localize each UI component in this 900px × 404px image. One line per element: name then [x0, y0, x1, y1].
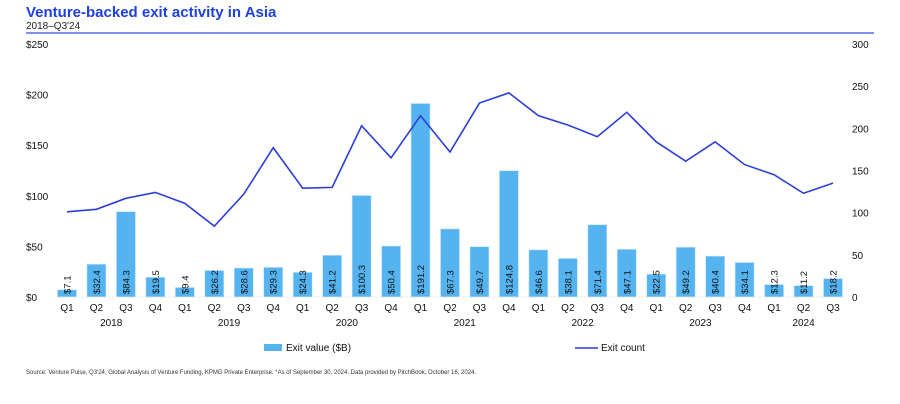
year-label: 2020 [336, 318, 359, 329]
year-label: 2022 [571, 318, 594, 329]
exit-count-line [66, 92, 834, 228]
quarter-tick-label: Q2 [679, 303, 693, 314]
year-label: 2019 [218, 318, 241, 329]
quarter-tick-label: Q1 [414, 303, 428, 314]
right-axis-tick: 250 [852, 82, 869, 93]
bar-data-label: $38.1 [563, 270, 574, 294]
year-label: 2024 [792, 318, 815, 329]
quarter-tick-label: Q4 [502, 303, 516, 314]
quarter-tick-label: Q1 [767, 303, 781, 314]
left-axis-tick: $100 [26, 192, 49, 203]
chart-title: Venture-backed exit activity in Asia [26, 4, 277, 21]
bar-data-label: $67.3 [446, 270, 457, 294]
bar-data-label: $46.6 [534, 270, 545, 294]
bar-data-label: $32.4 [92, 270, 103, 294]
bar-data-label: $26.2 [210, 270, 221, 294]
quarter-tick-label: Q4 [620, 303, 634, 314]
quarter-tick-label: Q2 [325, 303, 339, 314]
left-axis-tick: $250 [26, 40, 49, 51]
quarter-tick-label: Q3 [355, 303, 369, 314]
bar-data-label: $22.5 [652, 270, 663, 294]
left-axis-tick: $150 [26, 141, 49, 152]
quarter-tick-label: Q2 [208, 303, 222, 314]
quarter-tick-label: Q3 [119, 303, 133, 314]
quarter-tick-label: Q3 [591, 303, 605, 314]
bar-data-label: $40.4 [711, 270, 722, 294]
right-axis-tick: 100 [852, 209, 869, 220]
quarter-tick-label: Q1 [650, 303, 664, 314]
right-axis-tick: 50 [852, 251, 864, 262]
quarter-tick-label: Q3 [708, 303, 722, 314]
quarter-tick-label: Q2 [90, 303, 104, 314]
chart-subtitle: 2018–Q3'24 [26, 21, 81, 32]
quarter-tick-label: Q3 [826, 303, 840, 314]
right-axis-tick: 150 [852, 167, 869, 178]
bar-data-label: $84.3 [121, 270, 132, 294]
quarter-tick-label: Q4 [149, 303, 163, 314]
bar-data-label: $191.2 [416, 265, 427, 294]
header-divider [26, 32, 874, 34]
bar-data-label: $29.3 [269, 270, 280, 294]
left-axis-tick: $0 [26, 293, 38, 304]
bar-data-label: $49.7 [475, 270, 486, 294]
bar-data-label: $7.1 [63, 276, 74, 295]
quarter-tick-label: Q1 [296, 303, 310, 314]
bar-data-label: $18.2 [829, 270, 840, 294]
quarter-tick-label: Q4 [384, 303, 398, 314]
right-axis-tick: 0 [852, 293, 858, 304]
legend-bar-swatch [264, 344, 282, 351]
right-axis-tick: 200 [852, 124, 869, 135]
bar-data-label: $9.4 [180, 276, 191, 295]
bar-data-label: $124.8 [504, 265, 515, 294]
quarter-tick-label: Q4 [738, 303, 752, 314]
quarter-tick-label: Q2 [561, 303, 575, 314]
bar-data-label: $50.4 [387, 270, 398, 294]
bar-data-label: $34.1 [740, 270, 751, 294]
bar-data-label: $49.2 [681, 270, 692, 294]
quarter-tick-label: Q2 [443, 303, 457, 314]
year-label: 2023 [689, 318, 712, 329]
year-label: 2021 [454, 318, 477, 329]
quarter-tick-label: Q2 [797, 303, 811, 314]
bar-data-label: $100.3 [357, 265, 368, 294]
year-label: 2018 [100, 318, 123, 329]
bar-data-label: $41.2 [328, 270, 339, 294]
bar-data-label: $47.1 [622, 270, 633, 294]
quarter-tick-label: Q3 [473, 303, 487, 314]
bar-data-label: $71.4 [593, 270, 604, 294]
right-axis-tick: 300 [852, 40, 869, 51]
bar-data-label: $28.6 [239, 270, 250, 294]
source-note: Source: Venture Pulse, Q3'24, Global Ana… [26, 370, 477, 376]
legend-bar-label: Exit value ($B) [286, 343, 351, 354]
quarter-tick-label: Q1 [532, 303, 546, 314]
bar-data-label: $11.2 [799, 271, 810, 294]
bar-data-label: $24.3 [298, 270, 309, 294]
quarter-tick-label: Q1 [60, 303, 74, 314]
legend-line-label: Exit count [601, 343, 645, 354]
quarter-tick-label: Q4 [267, 303, 281, 314]
quarter-tick-label: Q1 [178, 303, 192, 314]
bar-data-label: $12.3 [770, 270, 781, 294]
left-axis-tick: $200 [26, 91, 49, 102]
bar-data-label: $19.5 [151, 270, 162, 294]
left-axis-tick: $50 [26, 242, 43, 253]
quarter-tick-label: Q3 [237, 303, 251, 314]
